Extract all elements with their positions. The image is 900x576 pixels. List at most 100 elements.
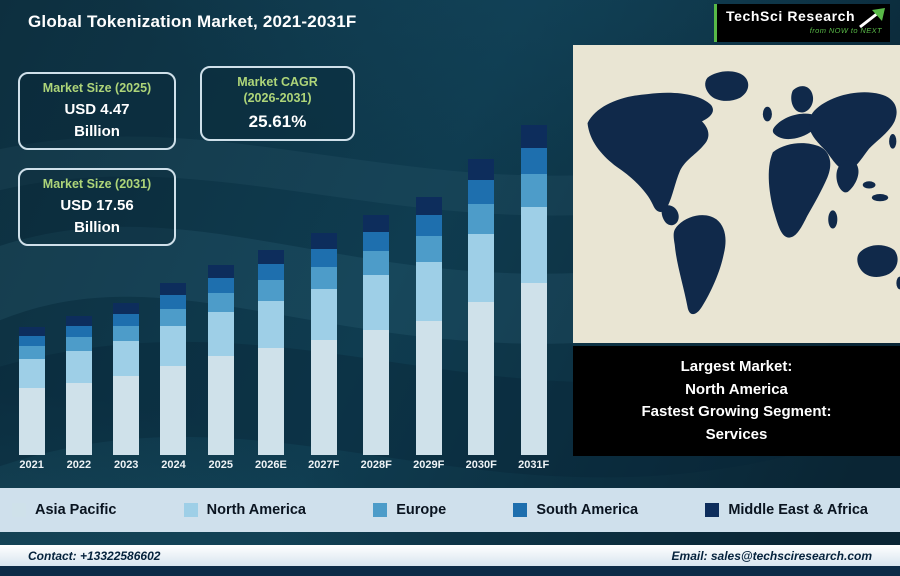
bar-stack-2027f [310, 233, 337, 455]
bar-stack-2026e [257, 250, 284, 455]
bar-segment-asia-pacific [363, 330, 390, 455]
legend-swatch-north-america [183, 503, 198, 517]
bar-segment-north-america [160, 326, 187, 366]
logo-tagline: from NOW to NEXT [809, 26, 882, 35]
bar-segment-asia-pacific [310, 340, 337, 455]
legend-item-north-america: North America [183, 502, 306, 518]
bar-segment-south-america [310, 249, 337, 267]
market-cagr-box: Market CAGR (2026-2031) 25.61% [200, 66, 355, 142]
bar-segment-south-america [363, 232, 390, 251]
footer-contact: Contact: +13322586602 [28, 548, 161, 563]
bar-segment-south-america [65, 326, 92, 337]
bar-segment-middle-east-africa [468, 159, 495, 180]
legend-item-south-america: South America [513, 502, 638, 518]
bar-stack-2030f [468, 159, 495, 455]
bar-stack-2031f [520, 125, 547, 455]
caption-line-1: Largest Market: [680, 358, 793, 375]
bar-stack-2025 [207, 265, 234, 455]
bar-segment-north-america [65, 351, 92, 383]
bar-2027f: 2027F [308, 233, 339, 474]
bar-segment-north-america [113, 341, 140, 376]
legend-swatch-europe [373, 503, 388, 517]
bar-segment-north-america [257, 301, 284, 348]
x-axis-label-2030f: 2030F [465, 459, 497, 471]
market-cagr-label-line1: Market CAGR [237, 75, 318, 89]
bar-segment-europe [160, 309, 187, 326]
legend-label-europe: Europe [396, 502, 447, 518]
legend-label-asia-pacific: Asia Pacific [35, 502, 117, 518]
bottom-accent-bar [0, 566, 900, 576]
bar-stack-2021 [18, 327, 45, 455]
page-title: Global Tokenization Market, 2021-2031F [28, 12, 357, 31]
legend-label-middle-east-africa: Middle East & Africa [728, 502, 868, 518]
bar-segment-europe [257, 280, 284, 301]
legend-item-middle-east-africa: Middle East & Africa [705, 502, 868, 518]
bar-2028f: 2028F [361, 215, 392, 474]
bar-stack-2022 [65, 316, 92, 455]
bar-segment-asia-pacific [18, 388, 45, 455]
bar-segment-north-america [310, 289, 337, 340]
caption-line-2: North America [685, 380, 788, 398]
bar-segment-south-america [520, 148, 547, 174]
bar-segment-asia-pacific [160, 366, 187, 455]
bar-segment-middle-east-africa [520, 125, 547, 148]
market-cagr-label-line2: (2026-2031) [243, 90, 312, 105]
bar-2025: 2025 [207, 265, 234, 474]
bar-segment-middle-east-africa [310, 233, 337, 249]
bar-segment-europe [207, 293, 234, 312]
market-size-2025-box: Market Size (2025) USD 4.47 Billion [18, 72, 176, 150]
bar-segment-europe [468, 204, 495, 234]
bar-segment-south-america [257, 264, 284, 280]
largest-market-caption: Largest Market: North America Fastest Gr… [573, 346, 900, 456]
bar-segment-south-america [160, 295, 187, 309]
bar-2029f: 2029F [413, 197, 444, 474]
bar-segment-south-america [468, 180, 495, 204]
bar-2021: 2021 [18, 327, 45, 474]
bar-segment-middle-east-africa [160, 283, 187, 295]
bar-segment-middle-east-africa [207, 265, 234, 278]
bar-segment-asia-pacific [207, 356, 234, 455]
world-map [573, 45, 900, 343]
x-axis-label-2021: 2021 [19, 459, 44, 471]
market-size-2025-value: USD 4.47 [64, 100, 130, 118]
bar-segment-north-america [363, 275, 390, 330]
bar-segment-europe [65, 337, 92, 351]
bar-2022: 2022 [65, 316, 92, 474]
bar-segment-europe [415, 236, 442, 262]
bar-segment-europe [310, 267, 337, 289]
caption-line-3: Fastest Growing Segment: [641, 403, 832, 420]
x-axis-label-2028f: 2028F [360, 459, 392, 471]
bar-segment-asia-pacific [257, 348, 284, 455]
logo-name: TechSci Research [726, 8, 856, 24]
market-size-2031-box: Market Size (2031) USD 17.56 Billion [18, 168, 176, 246]
market-size-2031-value: USD 17.56 [60, 196, 134, 214]
bar-stack-2029f [415, 197, 442, 455]
bar-segment-asia-pacific [113, 376, 140, 455]
x-axis-label-2026e: 2026E [255, 459, 287, 471]
bar-stack-2028f [363, 215, 390, 455]
market-size-2031-unit: Billion [74, 219, 120, 237]
caption-line-4: Services [705, 425, 768, 443]
bar-2031f: 2031F [518, 125, 549, 474]
x-axis-label-2029f: 2029F [413, 459, 445, 471]
bar-segment-asia-pacific [468, 302, 495, 455]
bar-segment-asia-pacific [415, 321, 442, 455]
bar-segment-europe [113, 326, 140, 341]
legend-swatch-asia-pacific [12, 503, 26, 517]
market-size-2025-label: Market Size (2025) [42, 81, 152, 95]
legend-item-europe: Europe [373, 502, 446, 518]
legend-item-asia-pacific: Asia Pacific [12, 502, 116, 518]
bar-segment-north-america [415, 262, 442, 321]
bar-2023: 2023 [113, 303, 140, 474]
x-axis-label-2031f: 2031F [518, 459, 550, 471]
legend-label-south-america: South America [536, 502, 639, 518]
legend-swatch-middle-east-africa [705, 503, 720, 517]
bar-segment-middle-east-africa [363, 215, 390, 232]
bar-segment-south-america [18, 336, 45, 346]
bar-2024: 2024 [160, 283, 187, 474]
bar-2026e: 2026E [255, 250, 287, 474]
bar-segment-middle-east-africa [257, 250, 284, 264]
logo-arrow-icon [859, 8, 885, 29]
stacked-bar-chart: 2021 2022 2023 2024 2025 2026E 2027F 2028F 2029F… [8, 118, 560, 474]
